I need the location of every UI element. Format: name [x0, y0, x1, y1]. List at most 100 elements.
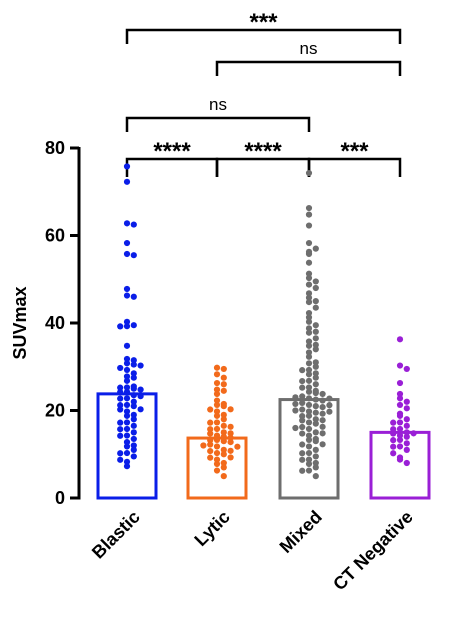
- point-lytic: [227, 447, 234, 454]
- y-axis-title: SUVmax: [10, 286, 30, 359]
- significance-label: ***: [340, 138, 369, 165]
- point-mixed: [299, 441, 306, 448]
- point-ct-negative: [403, 440, 410, 447]
- comparison-bracket: [307, 157, 402, 177]
- point-lytic: [220, 464, 227, 471]
- point-blastic: [130, 357, 137, 364]
- point-blastic: [117, 426, 124, 433]
- point-lytic: [220, 387, 227, 394]
- point-lytic: [207, 430, 214, 437]
- point-mixed: [326, 408, 333, 415]
- point-mixed: [305, 377, 313, 384]
- point-mixed: [312, 359, 319, 366]
- point-ct-negative: [396, 379, 404, 387]
- point-lytic: [213, 449, 221, 457]
- point-blastic: [123, 419, 131, 426]
- point-mixed: [312, 403, 319, 410]
- point-blastic: [123, 342, 131, 349]
- point-blastic: [117, 402, 124, 409]
- point-blastic: [117, 432, 124, 439]
- y-tick-label: 0: [55, 488, 65, 508]
- point-ct-negative: [390, 450, 397, 457]
- point-blastic: [130, 416, 137, 423]
- point-blastic: [123, 178, 131, 185]
- point-lytic: [213, 443, 221, 450]
- point-mixed: [305, 325, 313, 332]
- point-lytic: [213, 425, 221, 433]
- point-mixed: [305, 299, 313, 306]
- point-blastic: [130, 370, 137, 377]
- point-mixed: [299, 384, 306, 391]
- point-mixed: [305, 314, 313, 321]
- point-ct-negative: [390, 419, 397, 426]
- point-blastic: [123, 292, 131, 299]
- point-mixed: [305, 222, 313, 229]
- point-mixed: [305, 250, 313, 258]
- point-mixed: [312, 381, 319, 388]
- point-ct-negative: [396, 401, 404, 409]
- point-ct-negative: [390, 437, 397, 444]
- point-mixed: [305, 338, 313, 345]
- point-mixed: [299, 412, 306, 420]
- point-mixed: [299, 367, 306, 374]
- point-mixed: [305, 204, 313, 212]
- point-mixed: [319, 423, 326, 430]
- point-mixed: [319, 430, 326, 437]
- point-blastic: [130, 385, 137, 392]
- point-lytic: [213, 412, 221, 419]
- point-mixed: [312, 245, 319, 252]
- point-blastic: [130, 374, 137, 381]
- point-ct-negative: [403, 459, 410, 467]
- point-mixed: [299, 423, 306, 431]
- point-mixed: [305, 274, 313, 282]
- point-mixed: [312, 328, 319, 335]
- significance-label: ****: [244, 138, 282, 165]
- point-ct-negative: [403, 405, 410, 412]
- point-mixed: [305, 443, 313, 450]
- point-mixed: [305, 329, 313, 336]
- point-mixed: [299, 406, 306, 413]
- point-mixed: [312, 304, 319, 311]
- point-lytic: [220, 451, 227, 458]
- point-blastic: [123, 443, 131, 450]
- point-blastic: [123, 408, 131, 415]
- point-ct-negative: [403, 433, 410, 440]
- point-lytic: [213, 460, 221, 468]
- point-lytic: [207, 406, 214, 413]
- point-lytic: [213, 397, 221, 404]
- point-mixed: [312, 284, 319, 292]
- point-mixed: [299, 377, 306, 385]
- point-mixed: [299, 450, 306, 457]
- point-blastic: [123, 250, 131, 258]
- point-ct-negative: [390, 443, 397, 450]
- point-mixed: [319, 441, 326, 448]
- point-lytic: [220, 381, 227, 388]
- point-mixed: [305, 388, 313, 395]
- point-blastic: [123, 388, 131, 395]
- point-blastic: [123, 463, 131, 470]
- point-lytic: [220, 429, 227, 436]
- x-label-lytic: Lytic: [190, 507, 233, 550]
- significance-label: ns: [209, 95, 227, 114]
- point-mixed: [305, 460, 313, 468]
- point-mixed: [305, 281, 313, 288]
- point-lytic: [220, 416, 227, 423]
- point-mixed: [292, 394, 299, 401]
- point-blastic: [123, 373, 131, 380]
- point-ct-negative: [396, 432, 404, 439]
- point-ct-negative: [403, 422, 410, 429]
- point-blastic: [123, 395, 131, 402]
- point-blastic: [137, 386, 144, 393]
- point-mixed: [305, 371, 313, 378]
- y-axis: 0 20 40 60 80: [45, 138, 81, 508]
- significance-label: ns: [300, 39, 318, 58]
- point-lytic: [213, 386, 221, 393]
- significance-label: ****: [153, 138, 191, 165]
- point-mixed: [305, 432, 313, 439]
- comparison-bracket: [215, 60, 402, 76]
- point-blastic: [117, 419, 124, 426]
- point-ct-negative: [396, 362, 404, 369]
- point-mixed: [312, 409, 319, 416]
- point-mixed: [305, 318, 313, 325]
